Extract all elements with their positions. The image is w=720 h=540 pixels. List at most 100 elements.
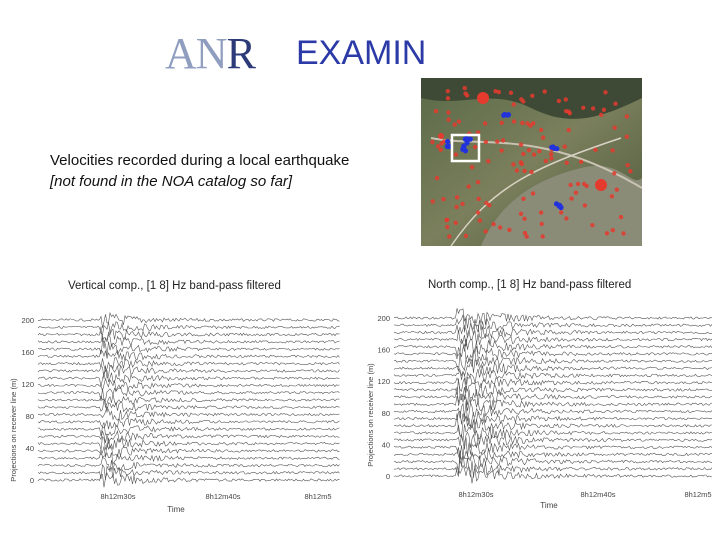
sensor-marker-large — [477, 92, 489, 104]
sensor-marker — [528, 123, 533, 128]
sensor-marker — [563, 108, 569, 114]
sensor-marker — [439, 141, 444, 146]
sensor-marker — [482, 121, 488, 126]
page-title: EXAMIN — [296, 34, 427, 72]
seismic-trace — [37, 349, 340, 361]
sensor-marker — [445, 96, 451, 101]
vertical-traces — [37, 311, 340, 488]
sensor-marker — [430, 139, 435, 145]
sensor-marker — [496, 89, 501, 95]
seismic-trace — [393, 456, 713, 478]
seismic-trace — [393, 378, 713, 401]
seismic-trace — [37, 356, 340, 373]
sensor-marker — [609, 194, 615, 199]
sensor-marker — [446, 117, 451, 122]
sensor-marker — [526, 148, 532, 153]
sensor-marker — [522, 168, 527, 174]
x-tick-label: 8h12m5 — [684, 490, 711, 499]
sensor-marker-large — [595, 179, 607, 191]
sensor-marker — [593, 147, 598, 152]
sensor-marker — [519, 97, 524, 102]
sensor-marker — [522, 216, 527, 221]
sensor-marker — [621, 231, 626, 236]
highlight-marker — [445, 143, 451, 149]
sensor-marker — [511, 119, 517, 124]
sensor-marker — [530, 93, 535, 98]
seismic-trace — [37, 326, 340, 342]
north-ylabel: Projections on receiver line (m) — [366, 363, 375, 467]
sensor-marker — [567, 111, 572, 116]
x-tick-label: 8h12m5 — [304, 492, 331, 501]
seismic-trace — [37, 430, 340, 445]
sensor-marker — [483, 139, 489, 145]
highlight-marker — [501, 112, 507, 118]
y-tick-label: 160 — [377, 346, 390, 355]
seismic-trace — [393, 343, 713, 362]
sensor-marker — [445, 224, 450, 230]
y-tick-label: 40 — [26, 444, 34, 453]
sensor-marker — [444, 218, 449, 223]
sensor-marker — [624, 134, 629, 139]
sensor-marker — [624, 114, 630, 119]
sensor-marker — [582, 181, 587, 187]
sensor-marker — [453, 152, 458, 157]
seismic-trace — [37, 369, 340, 388]
seismic-trace — [393, 373, 713, 393]
highlight-marker — [553, 201, 560, 207]
sensor-marker — [454, 204, 459, 210]
sensor-marker — [475, 210, 481, 215]
seismic-trace — [37, 364, 340, 380]
sensor-marker — [612, 125, 617, 130]
y-tick-label: 160 — [21, 348, 34, 357]
sensor-marker — [520, 120, 525, 126]
sensor-marker — [499, 148, 504, 153]
seismic-trace — [37, 311, 340, 328]
sensor-marker — [575, 181, 581, 187]
sensor-marker — [446, 110, 451, 115]
sensor-marker — [604, 231, 610, 236]
y-tick-label: 40 — [382, 440, 390, 449]
sensor-marker — [491, 222, 496, 227]
sensor-marker — [521, 196, 526, 201]
sensor-marker — [556, 98, 562, 104]
logo-r: R — [226, 29, 256, 78]
highlight-marker — [464, 140, 470, 146]
seismic-trace — [393, 410, 713, 428]
north-panel-label: North comp., [1 8] Hz band-pass filtered — [428, 279, 632, 291]
seismic-trace — [393, 447, 713, 464]
sensor-marker — [460, 201, 465, 207]
sensor-marker — [564, 160, 569, 165]
sensor-marker — [543, 158, 549, 164]
vertical-xlabel: Time — [167, 505, 185, 514]
seismic-trace — [37, 457, 340, 472]
seismic-trace — [393, 314, 713, 333]
sensor-marker — [625, 163, 630, 168]
sensor-marker — [452, 122, 457, 127]
sensor-marker — [508, 90, 514, 95]
sensor-marker — [486, 159, 491, 164]
sensor-marker — [568, 182, 573, 188]
sensor-marker — [518, 142, 524, 147]
seismic-trace — [37, 321, 340, 336]
sensor-marker — [521, 151, 526, 157]
sensor-marker — [518, 160, 523, 165]
vertical-ylabel: Projections on receiver line (m) — [9, 378, 18, 482]
sensor-marker — [582, 203, 588, 208]
seismic-trace — [37, 393, 340, 409]
sensor-marker — [539, 221, 544, 227]
y-tick-label: 80 — [382, 409, 390, 418]
seismic-trace — [37, 399, 340, 413]
sensor-marker — [522, 230, 528, 236]
sensor-marker — [569, 196, 574, 201]
y-tick-label: 200 — [21, 316, 34, 325]
sensor-marker — [590, 106, 596, 111]
highlight-marker — [461, 143, 467, 149]
sensor-marker — [612, 171, 617, 176]
sensor-marker — [524, 234, 529, 239]
caption-line-1: Velocities recorded during a local earth… — [50, 152, 350, 169]
sensor-marker — [430, 199, 435, 204]
seismic-trace — [393, 338, 713, 357]
sensor-marker — [549, 156, 554, 161]
seismic-trace — [393, 352, 712, 372]
sensor-marker — [472, 144, 478, 150]
